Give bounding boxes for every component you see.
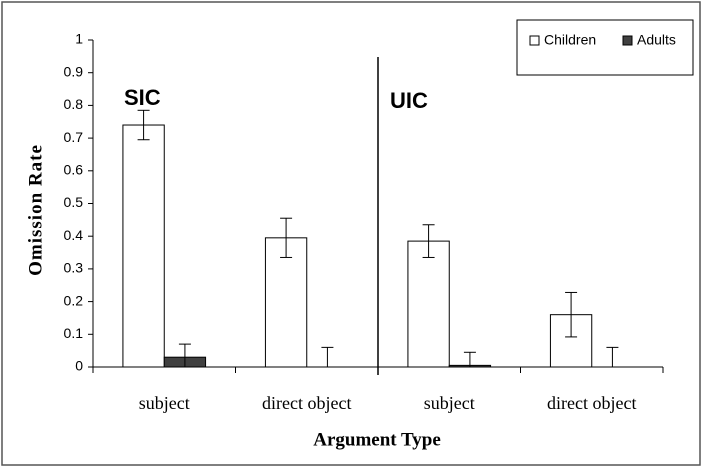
legend-swatch [529, 35, 540, 46]
error-bar [422, 224, 435, 258]
legend-box [516, 19, 694, 76]
bar [264, 237, 308, 368]
x-tick-label: direct object [547, 393, 636, 413]
error-bar [321, 346, 334, 367]
x-tick-label: direct object [262, 393, 351, 413]
error-bar [463, 351, 476, 367]
y-tick-label: 0.8 [64, 96, 84, 112]
error-bar [606, 346, 619, 367]
annotation: SIC [124, 85, 161, 110]
y-tick-label: 0.3 [64, 260, 84, 276]
error-bar [137, 109, 150, 141]
y-tick-label: 1 [75, 31, 83, 47]
y-tick-label: 0.7 [64, 129, 84, 145]
y-tick-label: 0.1 [64, 325, 84, 341]
bar [122, 124, 165, 368]
y-tick-label: 0.6 [64, 162, 84, 178]
y-tick-label: 0.4 [64, 227, 84, 243]
y-tick-label: 0 [75, 358, 83, 374]
y-tick-label: 0.9 [64, 63, 84, 79]
error-bar [178, 343, 191, 367]
legend-label: Children [544, 32, 596, 48]
x-tick-label: subject [139, 393, 190, 413]
x-axis-label: Argument Type [313, 429, 441, 450]
error-bar [565, 291, 578, 338]
bar [407, 240, 450, 368]
legend-label: Adults [637, 32, 676, 48]
x-tick-label: subject [424, 393, 475, 413]
error-bar [280, 217, 293, 258]
y-tick-label: 0.5 [64, 194, 84, 210]
y-tick-label: 0.2 [64, 292, 84, 308]
y-axis-label: Omission Rate [25, 144, 46, 276]
annotation: UIC [390, 88, 428, 113]
legend-swatch [622, 35, 633, 46]
